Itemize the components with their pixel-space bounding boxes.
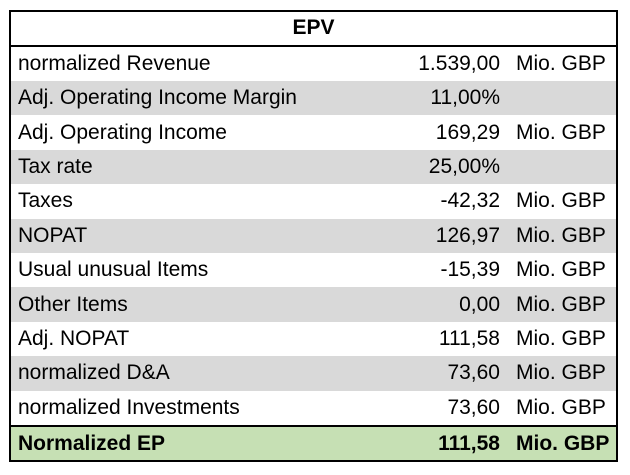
table-row-normalized-da: normalized D&A 73,60 Mio. GBP: [11, 356, 616, 391]
row-unit: Mio. GBP: [516, 395, 606, 419]
row-value: 11,00%: [430, 86, 500, 110]
row-value: 1.539,00: [418, 51, 500, 75]
row-label: normalized Investments: [18, 395, 240, 419]
row-value: 0,00: [459, 292, 500, 316]
row-value: -42,32: [440, 189, 500, 213]
row-label: Adj. Operating Income: [18, 120, 227, 144]
row-label: NOPAT: [18, 223, 88, 247]
row-label: Tax rate: [18, 155, 93, 179]
total-value: 111,58: [438, 431, 500, 455]
table-row-normalized-investments: normalized Investments 73,60 Mio. GBP: [11, 391, 616, 425]
row-value: 126,97: [435, 223, 500, 247]
table-row-taxes: Taxes -42,32 Mio. GBP: [11, 184, 616, 218]
row-unit: Mio. GBP: [516, 223, 606, 247]
table-row-adj-operating-income: Adj. Operating Income 169,29 Mio. GBP: [11, 115, 616, 149]
row-value: 73,60: [447, 395, 500, 419]
row-unit: Mio. GBP: [516, 327, 606, 351]
table-title: EPV: [11, 12, 616, 47]
row-value: 73,60: [447, 361, 500, 385]
row-unit: Mio. GBP: [516, 292, 606, 316]
row-value: 25,00%: [428, 155, 500, 179]
table-row-normalized-revenue: normalized Revenue 1.539,00 Mio. GBP: [11, 47, 616, 81]
row-unit: Mio. GBP: [516, 120, 606, 144]
epv-table: EPV normalized Revenue 1.539,00 Mio. GBP…: [9, 10, 618, 462]
row-label: Taxes: [18, 189, 73, 213]
row-label: Adj. NOPAT: [18, 327, 130, 351]
table-row-nopat: NOPAT 126,97 Mio. GBP: [11, 218, 616, 254]
row-label: Other Items: [18, 292, 128, 316]
row-value: 111,58: [438, 327, 500, 351]
row-label: Usual unusual Items: [18, 258, 209, 282]
row-value: 169,29: [435, 120, 500, 144]
row-label: normalized D&A: [18, 361, 170, 385]
table-row-adj-operating-income-margin: Adj. Operating Income Margin 11,00%: [11, 81, 616, 116]
total-label: Normalized EP: [18, 431, 166, 455]
row-unit: Mio. GBP: [516, 51, 606, 75]
row-unit: Mio. GBP: [516, 258, 606, 282]
table-body: normalized Revenue 1.539,00 Mio. GBP Adj…: [11, 47, 616, 460]
table-row-usual-unusual-items: Usual unusual Items -15,39 Mio. GBP: [11, 253, 616, 287]
row-label: Adj. Operating Income Margin: [18, 86, 297, 110]
row-value: -15,39: [440, 258, 500, 282]
row-unit: Mio. GBP: [516, 361, 606, 385]
table-row-tax-rate: Tax rate 25,00%: [11, 149, 616, 185]
table-row-adj-nopat: Adj. NOPAT 111,58 Mio. GBP: [11, 322, 616, 356]
row-unit: Mio. GBP: [516, 189, 606, 213]
total-unit: Mio. GBP: [516, 431, 610, 455]
table-row-total-normalized-ep: Normalized EP 111,58 Mio. GBP: [11, 425, 616, 460]
row-label: normalized Revenue: [18, 51, 211, 75]
table-row-other-items: Other Items 0,00 Mio. GBP: [11, 287, 616, 322]
